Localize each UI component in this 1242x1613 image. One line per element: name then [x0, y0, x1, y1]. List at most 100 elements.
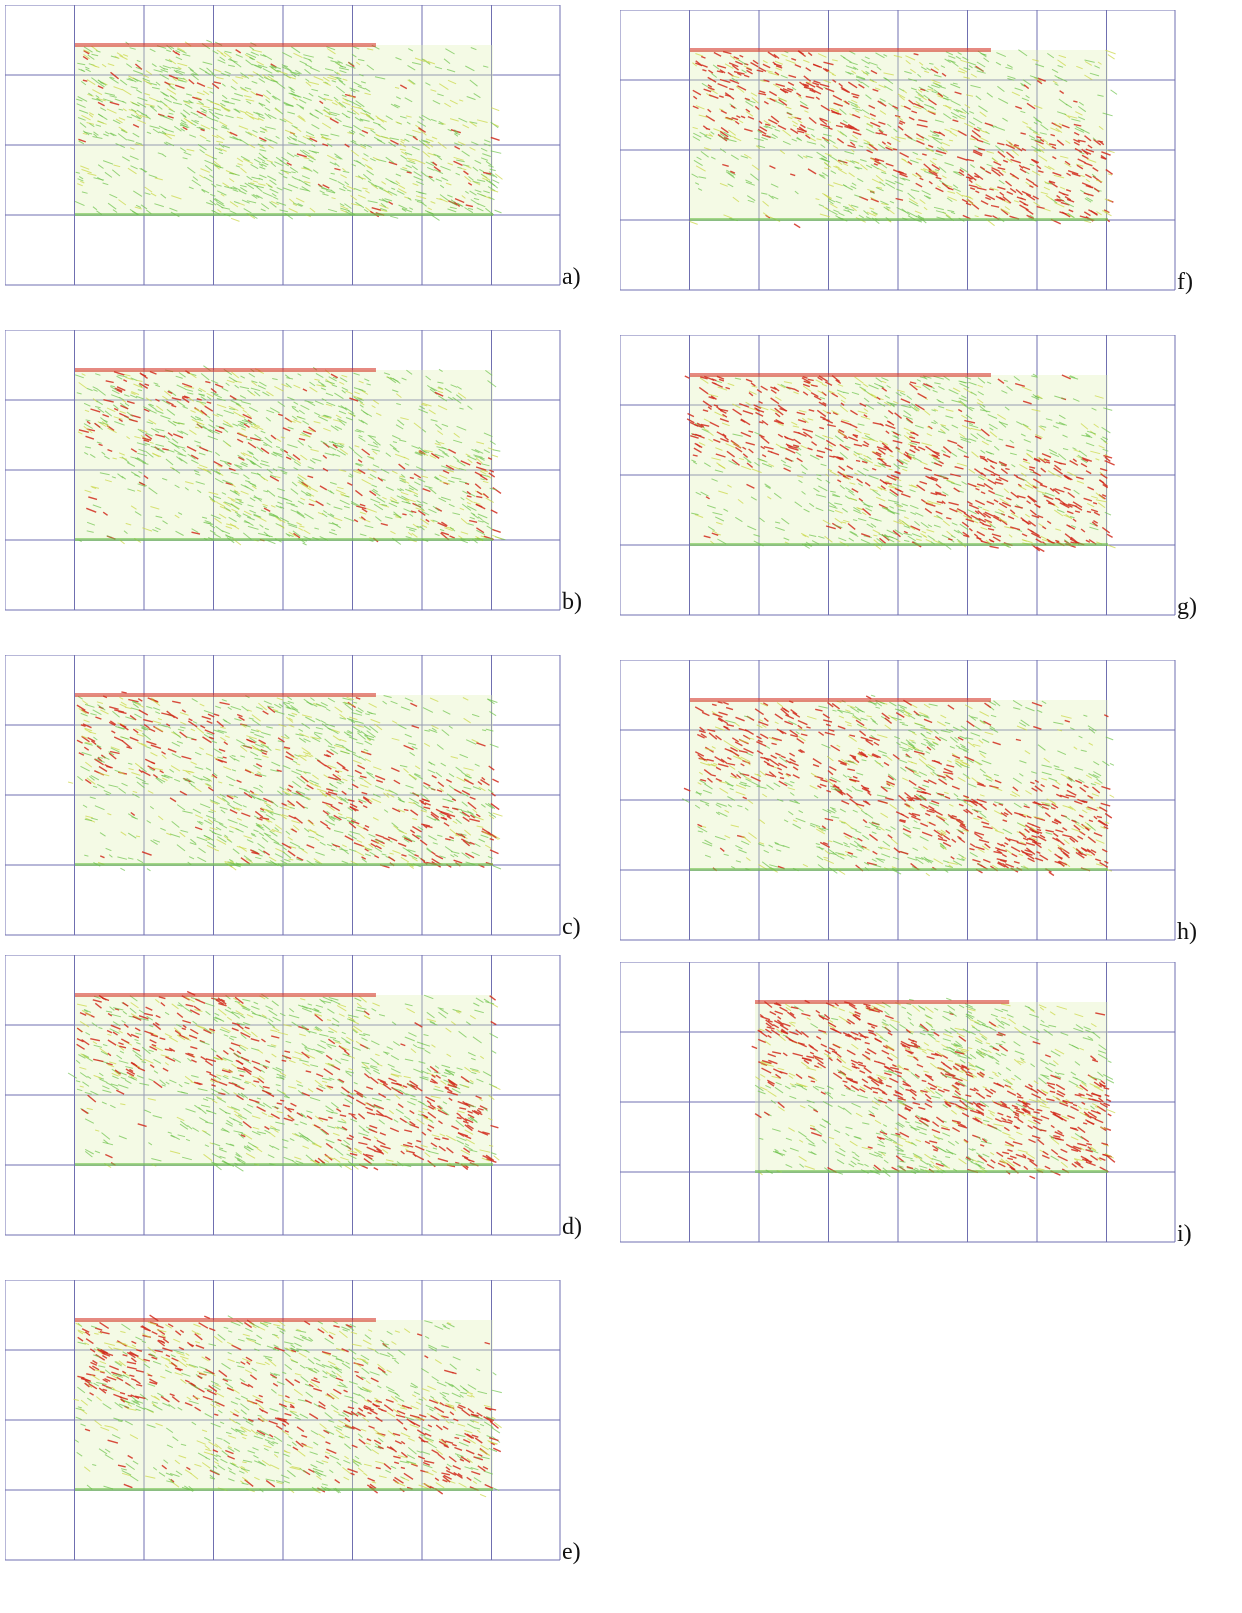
fibre-segment — [278, 703, 284, 708]
fibre-segment — [129, 147, 135, 150]
fibre-segment — [438, 474, 448, 480]
fibre-segment — [355, 175, 366, 180]
fibre-segment — [206, 783, 212, 787]
fibre-segment — [373, 1428, 383, 1437]
fibre-segment — [113, 371, 125, 376]
fibre-segment — [216, 76, 224, 80]
fibre-segment — [450, 854, 455, 858]
fibre-segment — [237, 454, 244, 460]
fibre-segment — [472, 166, 479, 172]
fibre-segment — [469, 811, 474, 815]
fibre-segment — [351, 778, 355, 782]
fibre-segment — [196, 421, 205, 426]
fibre-segment — [323, 106, 330, 111]
fibre-segment — [357, 732, 366, 740]
fibre-segment — [427, 166, 435, 171]
fibre-segment — [150, 1033, 159, 1038]
fibre-segment — [413, 171, 422, 177]
fibre-segment — [345, 64, 356, 69]
fibre-segment — [305, 1070, 312, 1073]
fibre-segment — [327, 1008, 335, 1014]
fibre-segment — [426, 1018, 437, 1022]
fibre-segment — [231, 866, 237, 871]
fibre-segment — [141, 851, 152, 856]
fibre-segment — [231, 1027, 239, 1032]
fibre-segment — [442, 452, 448, 455]
fibre-segment — [324, 414, 332, 418]
fibre-segment — [456, 1139, 465, 1145]
fibre-segment — [468, 176, 474, 181]
fibre-segment — [141, 726, 149, 731]
fibre-segment — [106, 1375, 117, 1381]
fibre-segment — [169, 797, 177, 803]
fibre-segment — [328, 776, 338, 781]
fibre-segment — [78, 382, 88, 389]
fibre-segment — [437, 1007, 444, 1010]
fibre-segment — [442, 710, 451, 715]
fibre-segment — [194, 1009, 203, 1012]
fibre-segment — [369, 851, 376, 856]
fibre-segment — [267, 706, 276, 714]
fibre-segment — [341, 386, 349, 391]
fibre-segment — [96, 1396, 102, 1402]
fibre-segment — [484, 1483, 494, 1489]
fibre-segment — [200, 409, 208, 416]
fibre-segment — [489, 849, 499, 855]
fibre-segment — [343, 1139, 351, 1146]
fibre-segment — [159, 1079, 166, 1086]
fibre-segment — [206, 732, 214, 736]
fibre-segment — [382, 700, 388, 705]
fibre-segment — [118, 710, 127, 715]
fibre-segment — [268, 1018, 274, 1023]
fibre-segment — [334, 1479, 341, 1484]
fibre-segment — [154, 999, 160, 1004]
fibre-segment — [456, 1067, 463, 1071]
fibre-segment — [337, 180, 345, 186]
fibre-segment — [269, 139, 278, 144]
fibre-segment — [102, 160, 114, 165]
fibre-segment — [268, 1420, 278, 1425]
fibre-segment — [492, 528, 501, 533]
fibre-segment — [235, 1428, 244, 1435]
fibre-segment — [82, 79, 88, 82]
fibre-segment — [104, 479, 112, 483]
fibre-segment — [331, 80, 337, 83]
fibre-segment — [108, 784, 119, 788]
fibre-segment — [226, 1016, 233, 1021]
fibre-segment — [189, 134, 197, 138]
fibre-segment — [279, 806, 290, 811]
fibre-segment — [200, 1040, 210, 1046]
fibre-segment — [333, 506, 343, 510]
fibre-segment — [361, 508, 368, 513]
fibre-segment — [327, 764, 337, 769]
fibre-segment — [395, 1414, 406, 1418]
fibre-segment — [348, 820, 355, 824]
fibre-segment — [229, 808, 238, 814]
fibre-segment — [353, 1089, 364, 1096]
fibre-segment — [203, 468, 212, 473]
fibre-segment — [104, 131, 110, 135]
fibre-segment — [182, 157, 188, 160]
fibre-segment — [161, 751, 166, 755]
fibre-segment — [175, 375, 183, 379]
fibre-segment — [243, 423, 250, 428]
fibre-segment — [144, 192, 151, 195]
fibre-segment — [336, 761, 346, 769]
fibre-segment — [75, 1407, 85, 1411]
fibre-segment — [74, 200, 85, 207]
fibre-segment — [437, 781, 445, 788]
fibre-segment — [341, 1362, 351, 1369]
bottom-loading-edge — [75, 1163, 493, 1166]
fibre-segment — [200, 724, 206, 729]
fibre-segment — [488, 1144, 494, 1147]
fibre-segment — [94, 1369, 105, 1373]
fibre-segment — [428, 761, 436, 766]
fibre-segment — [420, 475, 429, 479]
fibre-segment — [104, 92, 116, 96]
fibre-segment — [198, 821, 204, 824]
fibre-segment — [465, 190, 469, 194]
fibre-segment — [346, 189, 352, 192]
fibre-segment — [166, 49, 171, 53]
fibre-segment — [342, 101, 351, 106]
fibre-segment — [430, 851, 436, 856]
